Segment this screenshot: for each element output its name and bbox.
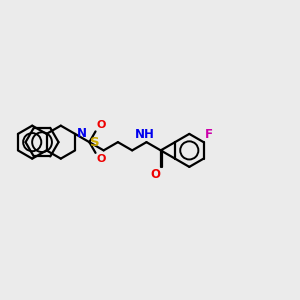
Text: S: S <box>90 136 100 148</box>
Text: F: F <box>205 128 213 141</box>
Text: N: N <box>77 128 87 140</box>
Text: O: O <box>150 168 160 181</box>
Text: O: O <box>96 120 106 130</box>
Text: O: O <box>96 154 106 164</box>
Text: NH: NH <box>135 128 155 141</box>
